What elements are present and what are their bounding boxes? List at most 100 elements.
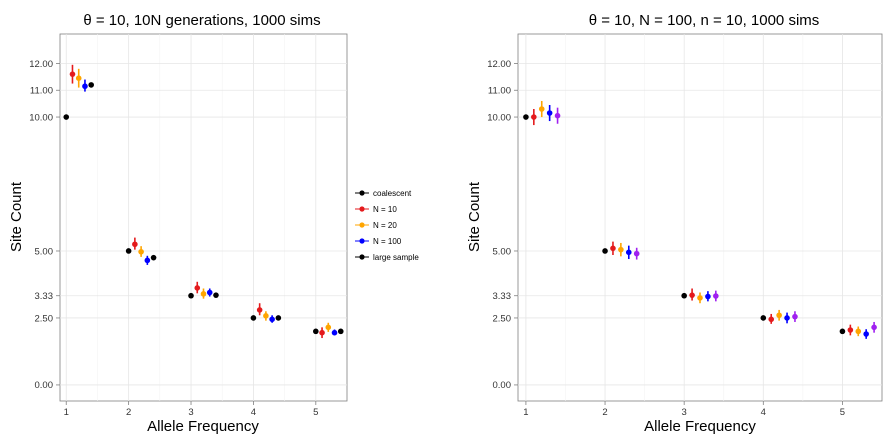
legend-label-n100: N = 100: [373, 237, 402, 246]
right-grid: [518, 34, 882, 401]
right-data-point: [713, 293, 719, 299]
left-data-point: [263, 313, 269, 319]
right-data-point: [855, 328, 862, 335]
left-chart-title: θ = 10, 10N generations, 1000 sims: [83, 12, 320, 29]
legend-entry: N = 100: [355, 237, 402, 246]
right-data-point: [760, 315, 767, 321]
legend-key-point: [359, 254, 365, 260]
right-x-tick-label: 3: [682, 407, 687, 418]
left-y-tick-label: 3.33: [35, 291, 54, 302]
left-data-point: [138, 248, 144, 255]
legend-key-point: [359, 206, 365, 212]
right-data-point: [633, 250, 640, 257]
right-x-axis-title: Allele Frequency: [644, 418, 756, 435]
right-data-point: [863, 331, 869, 337]
left-data-point: [325, 324, 332, 331]
right-data-point: [618, 246, 624, 253]
right-y-tick-label: 0.00: [493, 380, 512, 391]
right-data-point: [689, 292, 695, 298]
left-data-point: [125, 248, 132, 254]
legend-entry: N = 20: [355, 221, 397, 230]
left-plot-panel: [59, 33, 348, 402]
right-y-tick-label: 2.50: [493, 313, 512, 324]
legend: coalescent N = 10 N = 20 N = 100 large s…: [350, 184, 432, 264]
left-data-point: [63, 114, 70, 120]
right-data-point: [768, 316, 775, 323]
left-marks: [63, 64, 344, 339]
right-x-ticks: 1 2 3 4 5: [523, 401, 845, 418]
right-data-point: [784, 315, 790, 321]
right-data-point: [602, 248, 608, 254]
right-x-tick-label: 2: [602, 407, 607, 418]
right-data-point: [871, 324, 877, 331]
legend-label-coalescent: coalescent: [373, 189, 412, 198]
legend-key-point: [359, 190, 365, 196]
left-data-point: [250, 315, 257, 321]
left-data-point: [319, 329, 325, 336]
right-y-tick-label: 11.00: [488, 86, 511, 97]
left-data-point: [194, 285, 201, 291]
left-data-point: [206, 289, 213, 296]
legend-label-large-sample: large sample: [373, 253, 419, 262]
right-y-tick-label: 12.00: [487, 59, 511, 70]
right-y-tick-label: 5.00: [493, 246, 512, 257]
left-x-tick-label: 2: [126, 407, 131, 418]
left-x-ticks: 1 2 3 4 5: [64, 401, 318, 418]
left-data-point: [188, 292, 194, 299]
right-y-axis-title: Site Count: [466, 181, 483, 252]
right-data-point: [697, 295, 703, 301]
legend-label-n10: N = 10: [373, 205, 397, 214]
right-data-point: [839, 328, 846, 335]
left-data-point: [200, 291, 207, 297]
legend-label-n20: N = 20: [373, 221, 397, 230]
left-y-axis-title: Site Count: [8, 181, 25, 252]
right-marks: [523, 100, 877, 339]
legend-entry: coalescent: [355, 189, 412, 198]
left-y-tick-label: 2.50: [35, 313, 54, 324]
right-data-point: [531, 114, 537, 120]
right-data-point: [705, 293, 711, 300]
right-data-point: [681, 292, 687, 299]
right-data-point: [847, 327, 854, 333]
left-data-point: [150, 254, 157, 261]
left-chart: θ = 10, 10N generations, 1000 sims 0.00 2…: [8, 12, 348, 435]
left-y-tick-label: 10.00: [29, 112, 53, 123]
left-data-point: [82, 83, 88, 90]
right-y-tick-label: 10.00: [487, 112, 511, 123]
legend-key-point: [359, 238, 365, 244]
right-y-tick-label: 3.33: [493, 291, 512, 302]
left-data-point: [75, 75, 82, 82]
left-data-point: [275, 315, 282, 321]
right-data-point: [523, 114, 529, 120]
left-y-tick-label: 5.00: [35, 246, 54, 257]
left-x-tick-label: 3: [188, 407, 193, 418]
right-data-point: [776, 312, 782, 319]
right-data-point: [538, 106, 545, 112]
left-data-point: [88, 82, 94, 88]
right-y-ticks: 0.00 2.50 3.33 5.00 10.00 11.00 12.00: [487, 59, 518, 391]
left-grid: [60, 34, 347, 401]
right-x-tick-label: 5: [840, 407, 845, 418]
left-data-point: [331, 329, 338, 336]
left-data-point: [213, 292, 219, 298]
right-x-tick-label: 1: [523, 407, 528, 418]
left-data-point: [132, 241, 138, 248]
right-chart: θ = 10, N = 100, n = 10, 1000 sims 0.00 2…: [466, 12, 883, 435]
right-data-point: [610, 245, 616, 252]
right-data-point: [554, 112, 561, 119]
left-data-point: [144, 257, 151, 264]
legend-entry: large sample: [355, 253, 419, 262]
left-x-tick-label: 1: [64, 407, 69, 418]
left-data-point: [256, 307, 263, 313]
left-y-tick-label: 0.00: [35, 380, 54, 391]
left-x-tick-label: 4: [251, 407, 256, 418]
legend-key-point: [359, 222, 365, 228]
left-data-point: [337, 328, 344, 335]
left-y-tick-label: 12.00: [29, 59, 53, 70]
right-data-point: [792, 313, 798, 320]
right-x-tick-label: 4: [761, 407, 766, 418]
right-chart-title: θ = 10, N = 100, n = 10, 1000 sims: [589, 12, 820, 29]
right-data-point: [625, 249, 632, 256]
left-x-tick-label: 5: [313, 407, 318, 418]
